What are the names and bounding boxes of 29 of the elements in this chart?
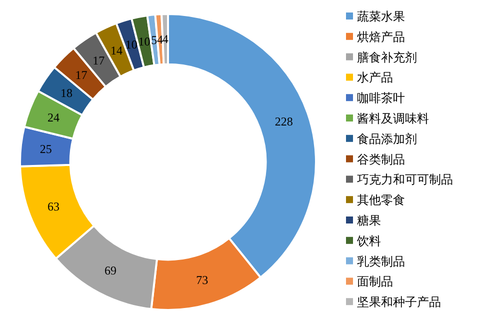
data-label: 228 [274, 114, 293, 128]
legend-label: 烘焙产品 [357, 30, 405, 44]
legend-label: 巧克力和可可制品 [357, 172, 453, 187]
legend-label: 其他零食 [357, 193, 405, 208]
legend-label: 咖啡茶叶 [357, 91, 405, 106]
legend-label: 乳类制品 [357, 254, 405, 268]
data-label: 18 [60, 86, 72, 100]
data-label: 4 [162, 32, 168, 46]
legend-label: 谷类制品 [357, 152, 405, 166]
data-label: 69 [104, 264, 117, 278]
legend-label: 水产品 [357, 70, 393, 85]
legend-label: 糖果 [357, 214, 381, 228]
legend-label: 膳食补充剂 [357, 50, 417, 64]
data-label: 10 [138, 34, 150, 48]
data-label: 17 [75, 68, 88, 82]
legend-label: 饮料 [356, 234, 381, 248]
data-label: 25 [40, 142, 52, 156]
legend-label: 酱料及调味料 [357, 112, 429, 126]
legend-label: 面制品 [357, 274, 393, 289]
legend-label: 坚果和种子产品 [357, 295, 441, 310]
data-label: 10 [125, 38, 138, 52]
data-label: 63 [47, 199, 60, 214]
legend-label: 蔬菜水果 [357, 10, 405, 24]
data-label: 24 [47, 110, 60, 125]
legend-label: 食品添加剂 [357, 132, 417, 146]
data-label: 4 [157, 32, 164, 46]
data-label: 17 [92, 54, 105, 68]
data-label: 14 [110, 43, 123, 58]
data-label: 73 [196, 273, 208, 288]
